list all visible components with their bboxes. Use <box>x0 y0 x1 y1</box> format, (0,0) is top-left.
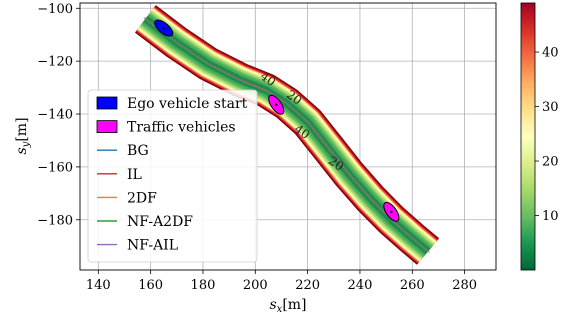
y-tick-label: −180 <box>37 213 73 228</box>
x-tick-label: 240 <box>348 278 373 293</box>
legend-box <box>87 89 258 263</box>
colorbar-gradient <box>520 2 536 271</box>
x-tick-label: 220 <box>295 278 320 293</box>
y-tick-label: −100 <box>37 2 73 17</box>
legend-label: NF-A2DF <box>127 214 193 230</box>
y-axis-label-main: s <box>14 147 30 154</box>
y-tick-label: −140 <box>37 108 73 123</box>
traffic-vehicle-center <box>390 210 393 214</box>
road-cost-field <box>134 5 440 265</box>
traffic-vehicle-center <box>275 103 278 106</box>
legend-label: 2DF <box>127 190 157 206</box>
x-tick-label: 200 <box>243 278 268 293</box>
legend-label: NF-AIL <box>127 238 178 254</box>
trajectory-nf-ail <box>146 19 430 254</box>
x-tick-label: 140 <box>86 278 111 293</box>
x-tick-label: 180 <box>191 278 216 293</box>
legend-label: Ego vehicle start <box>127 96 248 112</box>
y-axis-label: sy[m] <box>14 117 32 154</box>
y-tick-label: −160 <box>37 160 73 175</box>
legend-label: BG <box>127 143 149 159</box>
legend-label: Traffic vehicles <box>127 120 236 136</box>
legend-label: IL <box>127 167 142 183</box>
x-tick-label: 280 <box>452 278 477 293</box>
x-tick-label: 160 <box>138 278 163 293</box>
colorbar-tick-label: 20 <box>542 155 559 170</box>
x-axis-label-sub: x <box>277 304 283 315</box>
x-tick-label: 260 <box>400 278 425 293</box>
plot-frame <box>79 2 497 271</box>
y-tick-label: −120 <box>37 55 73 70</box>
colorbar: 10 20 30 40 <box>520 2 559 271</box>
x-axis-label: sx[m] <box>269 297 306 315</box>
y-axis-label-unit: [m] <box>14 117 30 141</box>
y-axis-ticks: −100 −120 −140 −160 −180 <box>37 2 80 228</box>
x-axis-ticks: 140 160 180 200 220 240 260 280 <box>86 270 477 293</box>
y-axis-label-sub: y <box>21 141 32 148</box>
ego-vehicle-center <box>162 26 165 30</box>
x-axis-label-main: s <box>269 297 276 313</box>
legend-marker-patch <box>96 96 118 110</box>
legend-marker-patch <box>96 120 118 133</box>
colorbar-tick-label: 30 <box>542 100 559 115</box>
colorbar-tick-label: 10 <box>542 209 559 224</box>
colorbar-tick-label: 40 <box>542 46 559 61</box>
vehicles <box>154 19 400 222</box>
legend: Ego vehicle start Traffic vehicles BG IL 2DF… <box>87 89 258 263</box>
x-axis-label-unit: [m] <box>282 297 306 313</box>
